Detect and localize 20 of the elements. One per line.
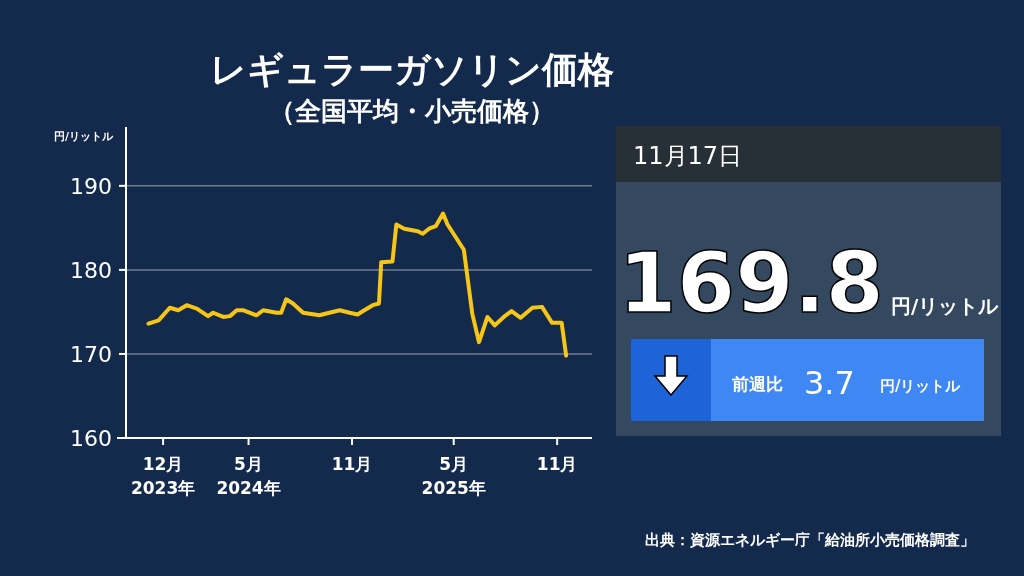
y-tick-label: 160: [70, 425, 112, 451]
x-tick-label: 12月 2023年: [130, 454, 196, 498]
text: 円/リットル: [891, 294, 1000, 318]
y-tick-label: 190: [70, 173, 112, 199]
source-note: 出典：資源エネルギー庁「給油所小売価格調査」: [645, 531, 975, 549]
y-tick-label: 180: [70, 257, 112, 283]
text: 前週比: [731, 374, 783, 394]
x-tick-label: 11月: [536, 454, 578, 474]
chart-subtitle: （全国平均・小売価格）: [269, 96, 555, 126]
text: 169.8: [618, 234, 884, 332]
text: 3.7: [804, 364, 855, 402]
x-tick-label: 11月: [331, 454, 373, 474]
text: 11月17日: [633, 142, 743, 170]
chart-title: レギュラーガソリン価格: [210, 49, 614, 90]
line-series: [146, 211, 569, 358]
x-tick-label: 5月 2024年: [216, 454, 281, 498]
text: 円/リットル: [880, 377, 962, 395]
y-tick-label: 170: [70, 341, 112, 367]
x-tick-label: 5月 2025年: [421, 454, 486, 498]
y-axis-title: 円/リットル: [54, 130, 115, 143]
